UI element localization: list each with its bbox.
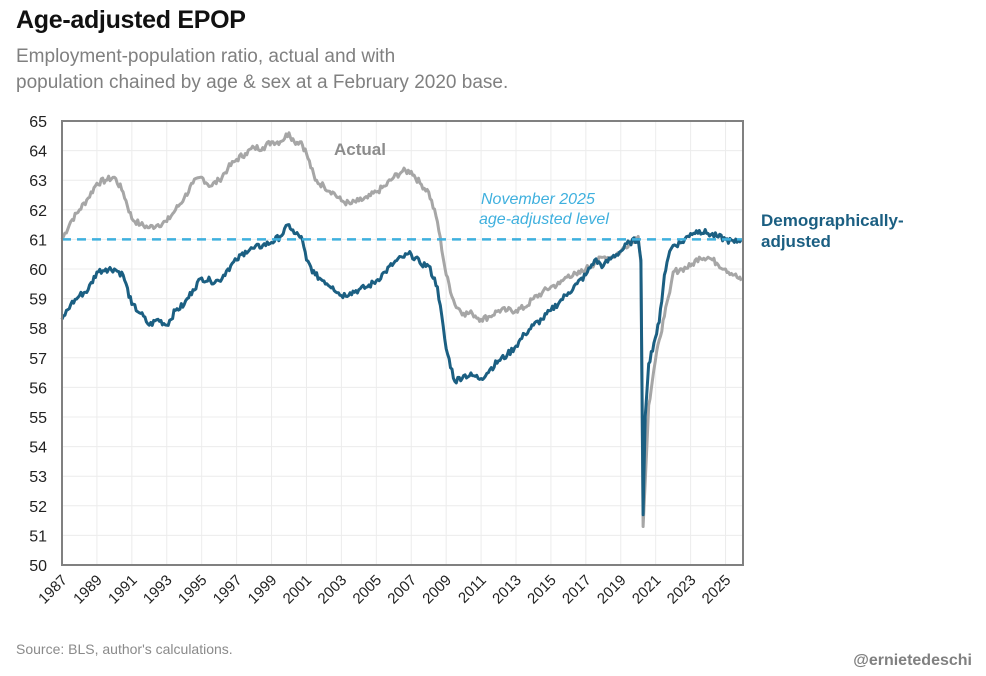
y-tick-label: 60 [29,262,47,279]
x-tick-label: 1993 [140,572,176,608]
x-tick-label: 1997 [210,572,246,608]
y-tick-label: 53 [29,469,47,486]
y-tick-label: 58 [29,321,47,338]
annotation-reference-line-2: age-adjusted level [479,211,609,228]
y-tick-label: 64 [29,144,47,161]
y-tick-label: 55 [29,410,47,427]
x-tick-label: 2011 [455,572,490,607]
y-tick-label: 65 [29,114,47,131]
y-tick-label: 62 [29,203,47,220]
y-tick-label: 63 [29,173,47,190]
x-tick-label: 1991 [105,572,141,608]
x-tick-label: 2019 [594,572,630,608]
x-tick-label: 2017 [559,572,595,608]
y-tick-label: 57 [29,351,47,368]
x-tick-label: 1989 [70,572,106,608]
y-tick-label: 56 [29,380,47,397]
series-line-adjusted [60,223,743,517]
chart-title: Age-adjusted EPOP [16,6,246,34]
x-tick-label: 2009 [419,572,455,608]
y-tick-label: 50 [29,558,47,575]
x-tick-label: 2003 [315,572,351,608]
x-tick-label: 2025 [699,572,735,608]
annotation-actual: Actual [334,140,386,159]
y-tick-label: 54 [29,440,47,457]
plot-frame [61,120,744,566]
x-tick-label: 2007 [384,572,420,608]
x-tick-label: 2001 [280,572,316,608]
chart-subtitle: Employment-population ratio, actual and … [16,44,616,96]
x-tick-label: 2013 [489,572,525,608]
subtitle-line-1: Employment-population ratio, actual and … [16,46,396,67]
annotation-reference-line-1: November 2025 [481,191,595,208]
y-tick-label: 51 [29,528,47,545]
annotation-adjusted-1: Demographically- [761,211,904,230]
y-tick-label: 61 [29,232,47,249]
subtitle-line-2: population chained by age & sex at a Feb… [16,72,509,93]
x-tick-label: 1999 [245,572,281,608]
x-tick-label: 2005 [350,572,386,608]
y-tick-label: 52 [29,499,47,516]
author-credit: @ernietedeschi [853,652,972,669]
y-tick-label: 59 [29,292,47,309]
series-line-actual [60,131,743,528]
x-tick-label: 2023 [664,572,700,608]
x-tick-label: 1995 [175,572,211,608]
x-tick-label: 1987 [35,572,71,608]
source-note: Source: BLS, author's calculations. [16,641,233,657]
series-lines [60,131,743,528]
x-tick-label: 2015 [524,572,560,608]
annotation-adjusted-2: adjusted [761,232,831,251]
x-axis-ticks: 1987 1989 1991 1993 1995 1997 1999 2001 2003 2005… [35,572,734,608]
y-axis-ticks: 50 51 52 53 54 55 56 57 58 59 60 61 62 63 64 65 [29,114,47,575]
x-tick-label: 2021 [629,572,665,608]
